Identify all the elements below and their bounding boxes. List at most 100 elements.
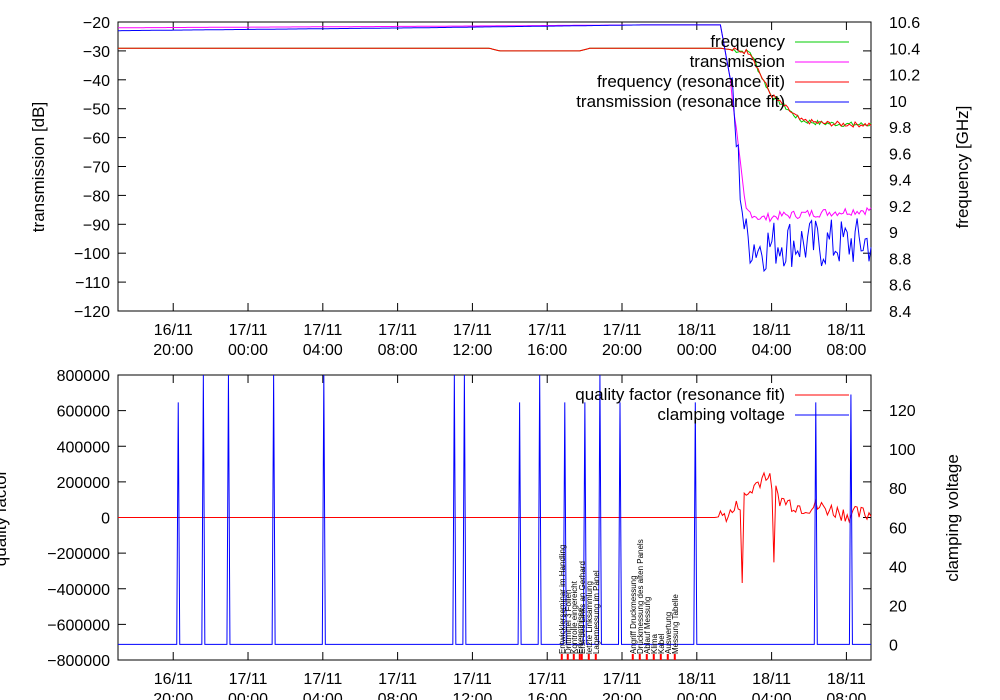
event-annotation: Erst des Links an Gerhard [578, 561, 587, 654]
x-tick-label-date: 17/11 [603, 671, 642, 688]
x-tick-label-time: 08:00 [378, 691, 418, 700]
y2-tick-label: 20 [889, 598, 907, 615]
top-x-axis: 16/11 20:00 17/11 00:00 17/11 04:00 17/11 08:00… [153, 22, 867, 359]
y2-tick-label: 8.4 [889, 304, 911, 321]
y2-tick-label: 10.6 [889, 15, 920, 32]
y-tick-label: −60 [83, 131, 110, 148]
y-tick-label: 600000 [57, 404, 110, 421]
x-tick-label-time: 04:00 [752, 342, 792, 359]
y2-tick-label: 8.6 [889, 278, 911, 295]
y2-tick-label: 9.6 [889, 146, 911, 163]
event-annotations: Entwicklerseminar im HandlingDrittmittel… [558, 539, 680, 660]
legend-label: clamping voltage [657, 405, 785, 424]
x-tick-label-date: 16/11 [154, 322, 193, 339]
y-tick-label: −400000 [47, 582, 110, 599]
x-tick-label-date: 17/11 [378, 671, 417, 688]
x-tick-label-time: 00:00 [228, 342, 268, 359]
top-chart: −20 −30 −40 −50 −60 −70 −80 −90 −100 −110 −120 10.… [29, 15, 972, 359]
top-y2-axis-label: frequency [GHz] [953, 106, 972, 229]
y-tick-label: −40 [83, 73, 110, 90]
event-annotation: letzte Linksammlung [585, 581, 594, 654]
x-tick-label-date: 17/11 [528, 322, 567, 339]
y2-tick-label: 80 [889, 481, 907, 498]
bottom-y2-axis: 120 100 80 60 40 20 0 [889, 403, 916, 654]
x-tick-label-time: 08:00 [378, 342, 418, 359]
x-tick-label-date: 18/11 [752, 322, 791, 339]
x-tick-label-time: 12:00 [452, 691, 492, 700]
y-tick-label: −200000 [47, 546, 110, 563]
y2-tick-label: 40 [889, 559, 907, 576]
y-tick-label: −600000 [47, 617, 110, 634]
y2-tick-label: 9.4 [889, 173, 911, 190]
x-tick-label-time: 04:00 [303, 342, 343, 359]
x-tick-label-time: 20:00 [153, 691, 193, 700]
event-annotation: Angriff Druckmessung [629, 575, 638, 654]
x-tick-label-date: 17/11 [378, 322, 417, 339]
y-tick-label: −30 [83, 44, 110, 61]
x-tick-label-time: 08:00 [826, 691, 866, 700]
x-tick-label-time: 04:00 [303, 691, 343, 700]
y2-tick-label: 60 [889, 520, 907, 537]
x-tick-label-date: 18/11 [677, 322, 716, 339]
legend-label: transmission [690, 52, 785, 71]
x-tick-label-time: 00:00 [228, 691, 268, 700]
event-annotation: Entwicklerseminar im Handling [558, 545, 567, 654]
top-y-axis-label: transmission [dB] [29, 102, 48, 232]
x-tick-label-time: 08:00 [826, 342, 866, 359]
event-annotation: Kabel [657, 633, 666, 654]
event-annotation: Auswertung [664, 612, 673, 654]
x-tick-label-time: 12:00 [452, 342, 492, 359]
y-tick-label: −20 [83, 15, 110, 32]
x-tick-label-date: 17/11 [303, 671, 342, 688]
series-line-3 [118, 24, 872, 273]
y-tick-label: −70 [83, 160, 110, 177]
event-annotation: Klima [650, 633, 659, 654]
top-y2-axis: 10.6 10.4 10.2 10 9.8 9.6 9.4 9.2 9 8.8 8.6 8.4 [889, 15, 920, 321]
y-tick-label: −800000 [47, 653, 110, 670]
top-y-axis: −20 −30 −40 −50 −60 −70 −80 −90 −100 −110 −120 [74, 15, 871, 321]
bottom-chart: 800000 600000 400000 200000 0 −200000 −400000 −… [0, 368, 962, 700]
y2-tick-label: 9.2 [889, 199, 911, 216]
event-annotation: Erkenntnisse [576, 607, 585, 654]
legend-label: quality factor (resonance fit) [575, 385, 785, 404]
legend-label: frequency (resonance fit) [597, 72, 785, 91]
x-tick-label-time: 16:00 [527, 691, 567, 700]
event-annotation: Lagemessung im Panel [592, 570, 601, 654]
x-tick-label-time: 20:00 [602, 342, 642, 359]
y2-tick-label: 8.8 [889, 251, 911, 268]
y-tick-label: −50 [83, 102, 110, 119]
y-tick-label: 400000 [57, 439, 110, 456]
bottom-series [118, 374, 872, 645]
x-tick-label-date: 17/11 [453, 322, 492, 339]
y-tick-label: 200000 [57, 475, 110, 492]
x-tick-label-time: 04:00 [752, 691, 792, 700]
y2-tick-label: 10 [889, 94, 907, 111]
event-annotation: Druckmessung des alten Panels [636, 539, 645, 654]
series-line-1 [118, 24, 872, 223]
x-tick-label-date: 18/11 [827, 671, 866, 688]
event-annotation: Messung Tabelle [671, 594, 680, 654]
series-line-0 [118, 471, 872, 584]
y2-tick-label: 100 [889, 442, 916, 459]
x-tick-label-date: 17/11 [603, 322, 642, 339]
top-series [118, 24, 872, 273]
x-tick-label-date: 17/11 [303, 322, 342, 339]
series-line-clamping-voltage [118, 374, 871, 645]
y-tick-label: −110 [75, 275, 110, 292]
y-tick-label: −100 [74, 246, 110, 263]
x-tick-label-time: 20:00 [153, 342, 193, 359]
x-tick-label-date: 18/11 [827, 322, 866, 339]
event-annotation: Kontrolle eingereicht [570, 580, 579, 654]
event-annotation: Drittmittel 3 Folien [564, 590, 573, 654]
y-tick-label: −120 [74, 304, 110, 321]
x-tick-label-date: 17/11 [528, 671, 567, 688]
bottom-legend: quality factor (resonance fit)clamping v… [575, 385, 849, 424]
y2-tick-label: 9 [889, 225, 898, 242]
x-tick-label-time: 00:00 [677, 342, 717, 359]
y2-tick-label: 0 [889, 637, 898, 654]
y-tick-label: −80 [83, 188, 110, 205]
series-line-2 [118, 47, 872, 128]
x-tick-label-time: 00:00 [677, 691, 717, 700]
x-tick-label-date: 17/11 [229, 322, 268, 339]
